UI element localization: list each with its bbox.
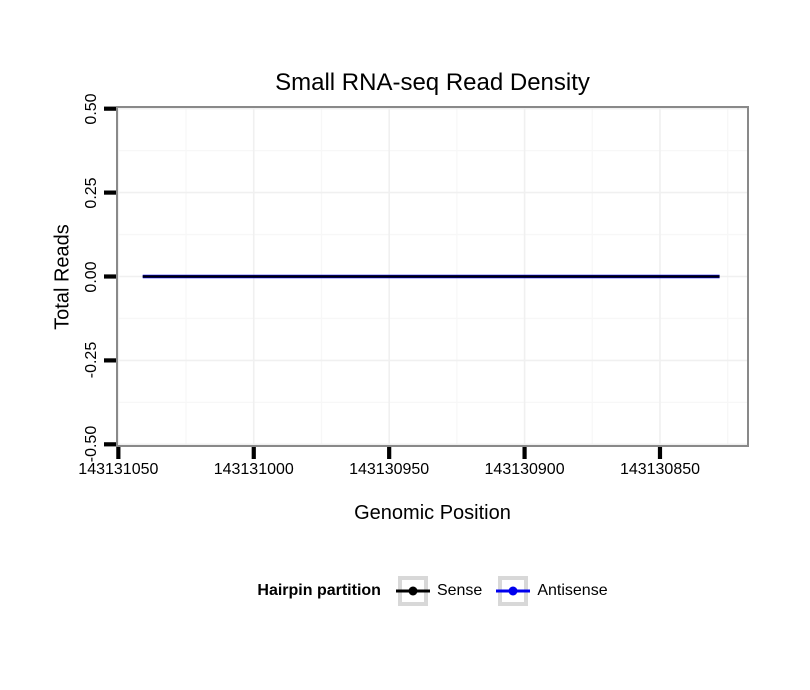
legend-item-label: Antisense (537, 582, 608, 599)
y-tick-label: -0.25 (83, 342, 100, 379)
x-tick-label: 143130950 (349, 461, 430, 478)
line-point-glyph-icon (395, 586, 430, 596)
legend-key-antisense-icon (496, 576, 531, 606)
legend-item-label: Sense (436, 582, 483, 599)
chart-title: Small RNA-seq Read Density (275, 69, 590, 96)
y-axis-title: Total Reads (51, 224, 74, 330)
x-axis-title: Genomic Position (354, 502, 511, 524)
legend-item-antisense: Antisense (496, 576, 608, 606)
panel-border (116, 106, 749, 447)
legend-title: Hairpin partition (257, 582, 381, 599)
x-tick-label: 143130900 (484, 461, 565, 478)
legend-items: Sense Antisense (395, 576, 608, 606)
x-tick-label: 143130850 (619, 461, 701, 478)
y-tick-label: 0.50 (83, 93, 100, 125)
line-point-glyph-icon (496, 586, 531, 596)
x-tick-label: 143131050 (78, 461, 159, 478)
x-tick-label: 143131000 (213, 461, 294, 478)
legend-item-sense: Sense (395, 576, 483, 606)
legend-key-sense-icon (395, 576, 430, 606)
y-tick-label: -0.50 (83, 426, 100, 463)
y-tick-label: 0.00 (83, 260, 100, 293)
legend: Hairpin partition Sense Antisense (87, 574, 778, 608)
y-tick-label: 0.25 (83, 177, 100, 209)
